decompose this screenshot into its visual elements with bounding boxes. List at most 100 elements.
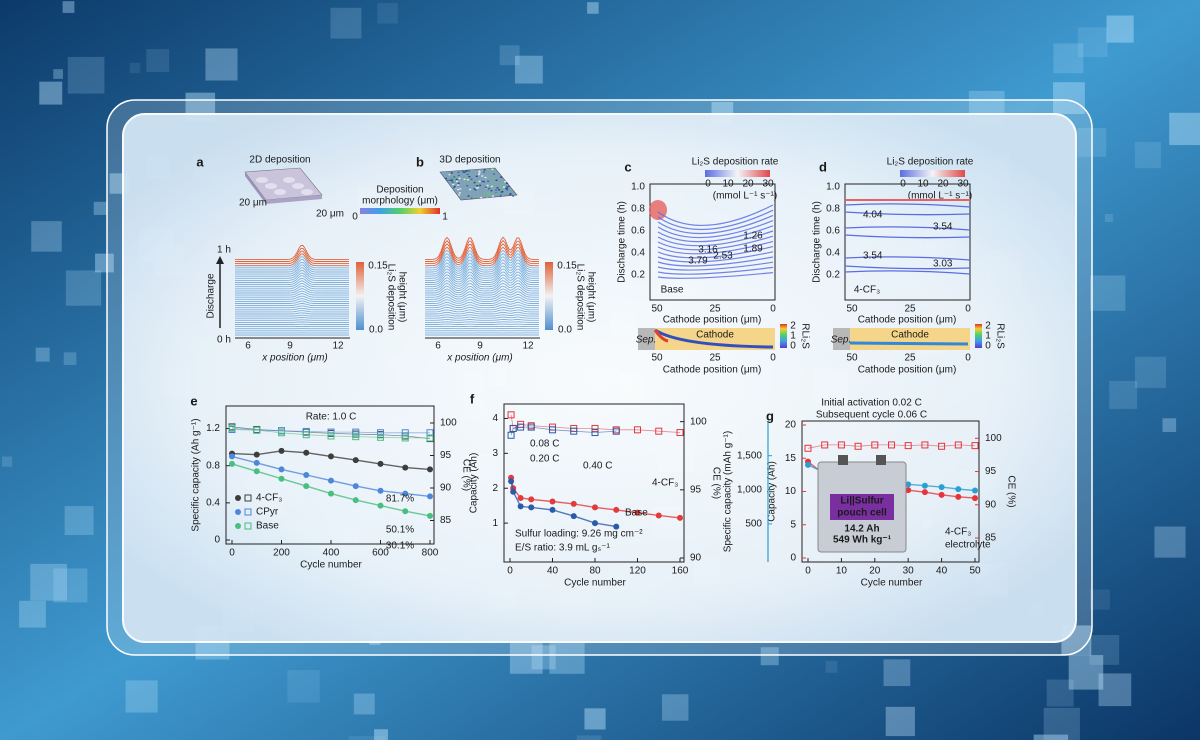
ce-point	[352, 428, 360, 436]
waterfall-line	[425, 309, 539, 313]
y2-axis-label: CE (%)	[1005, 475, 1016, 507]
bg-square	[53, 568, 88, 603]
surface-speck	[448, 173, 451, 176]
x-tick-label: 6	[435, 341, 441, 352]
colorbar-title: Deposition	[376, 185, 423, 196]
data-point	[805, 461, 811, 468]
y-tick-label: 1.0	[631, 182, 645, 193]
surface-speck	[476, 185, 479, 187]
panel-label: b	[416, 154, 424, 169]
bg-square	[65, 270, 102, 306]
contour-line	[657, 256, 774, 267]
data-point	[510, 488, 517, 495]
bg-square	[760, 647, 779, 666]
data-point	[517, 503, 524, 510]
surface-speck	[475, 187, 478, 189]
surface-speck	[512, 195, 515, 197]
data-point	[278, 447, 285, 454]
surface-speck	[450, 172, 453, 174]
surface-speck	[483, 169, 486, 171]
waterfall-line	[235, 245, 349, 260]
x-tick-label: 12	[522, 341, 534, 352]
waterfall-line	[235, 310, 349, 313]
y-tick-label: 4	[492, 413, 498, 424]
waterfall-line	[425, 239, 539, 262]
waterfall-line	[425, 293, 539, 300]
data-point	[352, 457, 359, 464]
waterfall-line	[425, 311, 539, 315]
data-point	[955, 486, 962, 493]
waterfall-line	[235, 261, 349, 273]
waterfall-line	[235, 314, 349, 317]
bg-square	[125, 680, 158, 713]
surface-speck	[503, 186, 506, 188]
x-tick-label: 120	[629, 566, 646, 577]
bg-square	[587, 2, 599, 14]
surface-speck	[457, 184, 460, 186]
data-point	[905, 481, 912, 488]
surface-speck	[493, 170, 496, 172]
data-point	[253, 468, 260, 475]
waterfall-line	[425, 316, 539, 319]
separator	[638, 328, 655, 350]
ce-point	[377, 429, 384, 437]
surface-speck	[500, 186, 503, 189]
surface-speck	[506, 182, 509, 185]
surface-speck	[478, 170, 481, 172]
surface-speck	[453, 186, 456, 189]
surface-speck	[468, 175, 471, 178]
y-tick-label: 0.8	[631, 204, 645, 215]
ce-point	[253, 426, 261, 434]
bg-square	[93, 201, 107, 215]
waterfall-line	[235, 253, 349, 267]
waterfall-line	[425, 256, 539, 273]
surface-speck	[455, 180, 458, 183]
bg-square	[662, 694, 689, 721]
y-axis-label: Capacity (Ah)	[469, 453, 480, 514]
bg-square	[146, 49, 170, 72]
separator-label: Sep.	[636, 335, 657, 346]
surface-blob	[256, 177, 268, 183]
bg-square	[1046, 679, 1074, 707]
surface-speck	[481, 175, 484, 177]
profile	[654, 328, 774, 349]
contour-line	[657, 251, 774, 263]
x-tick-label: 40	[547, 566, 559, 577]
bg-square	[509, 641, 543, 674]
chart-title: Initial activation 0.02 C	[821, 398, 922, 409]
y3-tick-label: 500	[745, 519, 762, 530]
surface-speck	[451, 181, 454, 184]
waterfall-line	[425, 296, 539, 302]
dimension-label: 20 μm	[239, 198, 267, 209]
surface-side	[245, 172, 266, 204]
data-point	[921, 482, 928, 489]
y-tick-label: 0 h	[217, 335, 231, 346]
ce-point	[570, 427, 578, 435]
waterfall-line	[235, 293, 349, 298]
bg-square	[883, 659, 911, 687]
y2-tick-label: 100	[690, 416, 707, 427]
surface-speck	[487, 180, 490, 182]
waterfall-line	[235, 275, 349, 283]
data-point	[377, 460, 384, 467]
panel-label: e	[190, 393, 197, 408]
waterfall-line	[235, 264, 349, 275]
bg-square	[1, 456, 13, 467]
surface-speck	[507, 185, 510, 187]
bg-square	[330, 7, 362, 39]
bg-square	[67, 56, 105, 94]
inset-label: 549 Wh kg⁻¹	[833, 535, 892, 546]
surface-speck	[495, 192, 498, 194]
contour-line	[657, 220, 774, 239]
annotation: electrolyte	[945, 540, 991, 551]
colorbar-tick: 2	[985, 321, 991, 332]
data-point	[278, 475, 285, 482]
ce-point	[517, 423, 525, 431]
surface-speck	[509, 193, 512, 196]
waterfall-line	[425, 280, 539, 290]
bg-square	[1033, 734, 1069, 740]
annotation: 0.40 C	[583, 461, 612, 472]
bg-square	[1089, 635, 1120, 665]
waterfall-line	[425, 282, 539, 292]
x-tick-label: 0	[770, 353, 776, 364]
